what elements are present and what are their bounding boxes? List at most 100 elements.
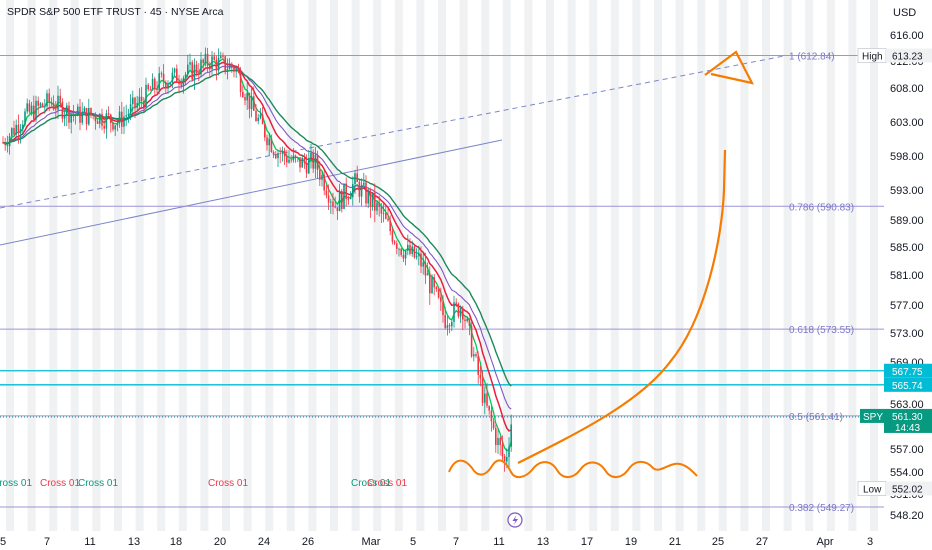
candle-body bbox=[382, 213, 385, 215]
projection-triangle bbox=[704, 50, 755, 85]
session-band bbox=[459, 0, 468, 531]
candle-body bbox=[74, 115, 77, 117]
y-tick-label: 589.00 bbox=[890, 215, 924, 227]
candle-body bbox=[349, 197, 352, 200]
candle-body bbox=[15, 124, 17, 135]
candle-body bbox=[19, 128, 22, 134]
candle-body bbox=[343, 183, 345, 209]
candle-body bbox=[173, 68, 176, 73]
candle-body bbox=[363, 182, 365, 185]
candle-body bbox=[90, 108, 92, 116]
candle-body bbox=[134, 97, 136, 108]
candle-body bbox=[323, 175, 325, 191]
candle-body bbox=[127, 114, 130, 116]
cross-label: Cross 01 bbox=[367, 478, 407, 489]
lightning-icon[interactable] bbox=[507, 512, 523, 528]
x-tick-label: 7 bbox=[44, 536, 50, 548]
candle-body bbox=[453, 302, 455, 322]
candle-body bbox=[376, 202, 378, 211]
projection-wave bbox=[448, 459, 698, 479]
candle-body bbox=[138, 96, 141, 104]
candle-body bbox=[327, 195, 330, 203]
y-tick-label: 563.00 bbox=[890, 399, 924, 411]
candle-body bbox=[484, 393, 486, 403]
x-tick-label: 24 bbox=[258, 536, 270, 548]
x-tick-label: 5 bbox=[410, 536, 416, 548]
candle-body bbox=[198, 73, 200, 75]
candle-body bbox=[191, 62, 193, 80]
candle-body bbox=[345, 183, 347, 199]
candle-body bbox=[319, 169, 321, 180]
session-band bbox=[718, 0, 727, 531]
candle-body bbox=[303, 157, 306, 163]
candle-body bbox=[85, 108, 88, 125]
session-band bbox=[308, 0, 317, 531]
candle-body bbox=[22, 124, 24, 129]
candle-body bbox=[57, 95, 59, 110]
fib-level-label: 1 (612.84) bbox=[789, 52, 835, 63]
x-tick-label: 20 bbox=[214, 536, 226, 548]
candle-body bbox=[479, 374, 482, 379]
candle-body bbox=[257, 117, 259, 122]
session-band bbox=[438, 0, 446, 531]
y-tick-label: 598.00 bbox=[890, 151, 924, 163]
candle-body bbox=[44, 106, 46, 108]
candle-body bbox=[165, 82, 167, 89]
cross-label: Cross 01 bbox=[40, 478, 80, 489]
candle-body bbox=[437, 289, 440, 298]
bar-countdown-text: 14:43 bbox=[895, 423, 920, 434]
candle-body bbox=[211, 56, 213, 70]
candle-body bbox=[281, 150, 284, 154]
candle-body bbox=[180, 84, 182, 86]
candle-body bbox=[497, 437, 499, 446]
candle-body bbox=[400, 248, 402, 256]
candle-body bbox=[299, 157, 301, 168]
x-tick-label: 19 bbox=[625, 536, 637, 548]
candle-body bbox=[378, 202, 380, 207]
fib-level-label: 0.382 (549.27) bbox=[789, 503, 854, 514]
candle-body bbox=[387, 218, 389, 221]
cross-annotations: Cross 01 Cross 01 Cross 01 Cross 01 Cros… bbox=[0, 478, 407, 489]
session-band bbox=[697, 0, 706, 531]
x-tick-label: 13 bbox=[537, 536, 549, 548]
x-tick-label: 13 bbox=[128, 536, 140, 548]
candle-body bbox=[250, 96, 253, 110]
candle-body bbox=[442, 301, 444, 316]
trendline-solid bbox=[0, 139, 503, 246]
candle-body bbox=[279, 153, 281, 154]
candle-body bbox=[464, 319, 466, 321]
session-band bbox=[265, 0, 274, 531]
session-band bbox=[826, 0, 835, 531]
candle-body bbox=[48, 93, 50, 103]
candle-body bbox=[275, 154, 277, 159]
candle-body bbox=[270, 138, 273, 153]
y-tick-label: 554.00 bbox=[890, 467, 924, 479]
candle-body bbox=[8, 136, 11, 147]
y-tick-label: 603.00 bbox=[890, 117, 924, 129]
candle-body bbox=[444, 315, 446, 328]
x-tick-label: Mar bbox=[362, 536, 381, 548]
y-tick-label: 608.00 bbox=[890, 83, 924, 95]
candle-body bbox=[492, 421, 495, 429]
candle-body bbox=[316, 154, 319, 170]
candle-body bbox=[189, 62, 191, 65]
candle-body bbox=[354, 173, 356, 185]
candle-body bbox=[96, 121, 99, 124]
cross-label: Cross 01 bbox=[208, 478, 248, 489]
symbol-badge-text: SPY bbox=[863, 412, 883, 423]
session-band bbox=[373, 0, 382, 531]
candle-body bbox=[110, 114, 112, 123]
projection-curve bbox=[517, 149, 727, 464]
candle-body bbox=[145, 84, 147, 108]
session-band bbox=[589, 0, 598, 531]
y-tick-label: 593.00 bbox=[890, 185, 924, 197]
candle-body bbox=[26, 103, 28, 112]
candle-body bbox=[435, 287, 438, 290]
session-band bbox=[481, 0, 490, 531]
low-price-badge bbox=[886, 481, 932, 496]
candle-body bbox=[233, 67, 235, 72]
price-axis[interactable]: USD 616.00612.00608.00603.00598.00593.00… bbox=[884, 0, 932, 531]
candle-body bbox=[422, 262, 424, 267]
candle-body bbox=[413, 246, 416, 258]
